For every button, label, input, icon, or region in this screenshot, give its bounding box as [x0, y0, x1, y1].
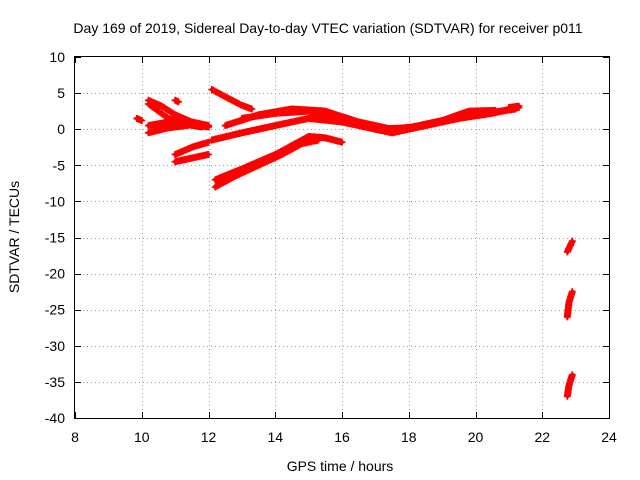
data-track	[563, 237, 576, 256]
data-track	[208, 86, 256, 113]
y-axis-label: SDTVAR / TECUs	[6, 181, 22, 293]
axis-ticks: 8 10 12 14 16 18 20 22 24 10 5 0 -5 -10 -15 -20 -25 -30 -3…	[45, 49, 617, 445]
x-tick-label: 8	[71, 429, 79, 445]
track-core	[146, 122, 211, 135]
x-tick-label: 24	[601, 429, 617, 445]
data-track	[563, 371, 576, 400]
chart-title: Day 169 of 2019, Sidereal Day-to-day VTE…	[73, 20, 582, 36]
x-tick-label: 12	[201, 429, 217, 445]
track-core	[506, 104, 521, 110]
y-tick-label: -40	[45, 410, 65, 426]
y-tick-label: 0	[57, 121, 65, 137]
x-tick-label: 16	[334, 429, 350, 445]
track-core	[565, 372, 575, 399]
data-track	[171, 151, 212, 166]
track-core	[173, 140, 211, 157]
y-tick-label: -5	[53, 157, 66, 173]
data-track	[505, 102, 523, 111]
y-tick-label: -30	[45, 338, 65, 354]
y-tick-label: -15	[45, 230, 65, 246]
data-track	[133, 114, 146, 124]
x-tick-label: 22	[534, 429, 550, 445]
track-core	[209, 87, 254, 111]
x-tick-label: 14	[267, 429, 283, 445]
y-tick-label: -25	[45, 302, 65, 318]
x-tick-label: 18	[401, 429, 417, 445]
track-core	[239, 108, 498, 132]
track-core	[565, 239, 575, 254]
data-track	[171, 138, 212, 158]
data-track	[171, 96, 182, 106]
y-tick-label: -10	[45, 193, 65, 209]
data-track	[211, 136, 323, 191]
x-axis-label: GPS time / hours	[287, 458, 394, 474]
track-core	[173, 152, 211, 164]
plot-frame	[74, 56, 610, 419]
track-core	[173, 98, 181, 104]
y-tick-label: -35	[45, 374, 65, 390]
x-tick-label: 20	[468, 429, 484, 445]
y-tick-label: -20	[45, 266, 65, 282]
data-points	[133, 86, 576, 400]
track-core	[565, 289, 575, 319]
data-track	[238, 106, 499, 133]
data-track	[563, 288, 576, 321]
track-core	[134, 116, 144, 123]
y-tick-label: 10	[49, 49, 65, 65]
y-tick-label: 5	[57, 85, 65, 101]
x-tick-label: 10	[134, 429, 150, 445]
data-track	[144, 121, 212, 137]
track-core	[213, 138, 321, 189]
